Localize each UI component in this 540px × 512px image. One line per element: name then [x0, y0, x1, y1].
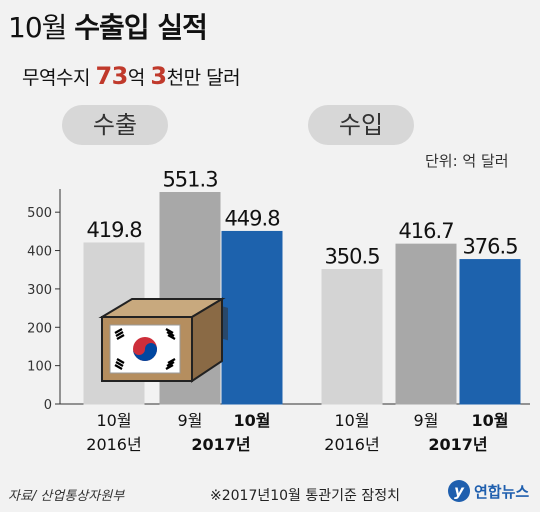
x-label-year-export-0: 2016년	[86, 435, 141, 454]
x-label-month-import-2: 10월	[472, 411, 509, 430]
data-label-export-0: 419.8	[86, 218, 141, 242]
y-tick-label-400: 400	[27, 245, 52, 260]
subtitle-mid: 억	[127, 67, 151, 89]
data-label-import-2: 376.5	[462, 235, 517, 259]
unit-label: 단위: 억 달러	[425, 152, 509, 170]
title-month: 10월	[8, 11, 67, 44]
x-label-year-import-1: 2017년	[428, 435, 487, 454]
subtitle-suffix: 천만 달러	[166, 67, 241, 89]
data-label-export-2: 449.8	[224, 206, 279, 230]
data-label-import-0: 350.5	[324, 245, 379, 269]
x-label-month-export-0: 10월	[96, 411, 131, 430]
x-label-month-import-0: 10월	[334, 411, 369, 430]
bar-export-2	[221, 230, 283, 405]
trade-balance-subtitle: 무역수지 73억 3천만 달러	[22, 62, 241, 90]
x-label-year-import-0: 2016년	[324, 435, 379, 454]
export-box-flag-icon	[98, 297, 228, 383]
data-label-export-1: 551.3	[162, 168, 217, 192]
x-axis-labels: 10월 9월 10월 2016년 2017년 10월 9월 10월 2016년 2017년	[86, 411, 508, 454]
x-label-year-export-1: 2017년	[191, 435, 250, 454]
footnote: ※2017년10월 통관기준 잠정치	[210, 488, 400, 504]
x-label-month-export-1: 9월	[178, 411, 203, 430]
subtitle-number-1: 73	[95, 62, 128, 90]
subtitle-prefix: 무역수지	[22, 67, 96, 89]
subtitle-number-2: 3	[150, 62, 167, 90]
import-group-label: 수입	[308, 105, 414, 145]
yonhap-logo-icon: y	[448, 480, 470, 502]
y-tick-label-200: 200	[27, 321, 52, 336]
x-label-month-export-2: 10월	[234, 411, 271, 430]
y-tick-label-300: 300	[27, 283, 52, 298]
page-title: 10월 수출입 실적	[8, 6, 208, 46]
title-main: 수출입 실적	[74, 11, 208, 44]
yonhap-logo-text: 연합뉴스	[474, 483, 530, 501]
bar-import-0	[321, 269, 383, 405]
export-group-label: 수출	[62, 105, 168, 145]
bar-import-2	[459, 259, 521, 405]
y-tick-label-0: 0	[44, 398, 52, 413]
bars	[83, 192, 521, 405]
data-labels: 419.8 551.3 449.8 350.5 416.7 376.5	[86, 168, 518, 269]
y-tick-label-500: 500	[27, 206, 52, 221]
y-tick-label-100: 100	[27, 360, 52, 375]
data-label-import-1: 416.7	[398, 219, 453, 243]
source-credit: 자료/ 산업통상자원부	[8, 489, 125, 504]
bar-chart: 0 100 200 300 400 500 419.8 551.3 449.8 350.5 416…	[27, 168, 530, 454]
x-label-month-import-1: 9월	[414, 411, 439, 430]
bar-import-1	[395, 243, 457, 405]
